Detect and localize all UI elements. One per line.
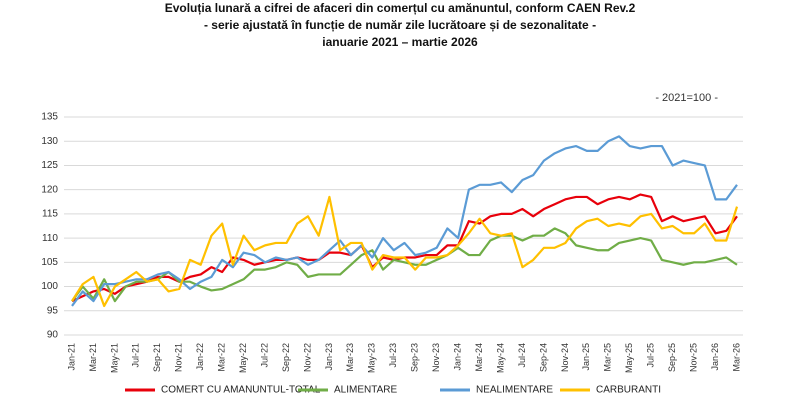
x-tick-label: Jan-24 [453, 343, 463, 371]
y-tick-label: 125 [41, 160, 58, 171]
x-tick-label: Mar-25 [603, 343, 613, 372]
x-tick-label: May-23 [367, 343, 377, 373]
y-tick-label: 120 [41, 184, 58, 195]
y-tick-label: 95 [47, 305, 59, 316]
x-tick-label: Mar-26 [731, 343, 741, 372]
x-tick-label: Sep-25 [667, 343, 677, 372]
x-tick-label: Jul-21 [131, 343, 141, 368]
x-tick-label: Jan-21 [66, 343, 76, 371]
x-tick-label: Mar-22 [217, 343, 227, 372]
x-tick-label: Jan-26 [710, 343, 720, 371]
y-tick-label: 100 [41, 281, 58, 292]
x-tick-label: Sep-21 [152, 343, 162, 372]
chart-title: ianuarie 2021 – martie 2026 [322, 35, 478, 49]
legend-label: COMERT CU AMANUNTUL-TOTAL [161, 385, 321, 396]
x-tick-label: May-22 [238, 343, 248, 373]
legend-label: ALIMENTARE [334, 385, 397, 396]
x-tick-label: May-25 [624, 343, 634, 373]
x-tick-label: Jan-23 [324, 343, 334, 371]
y-tick-label: 130 [41, 136, 58, 147]
x-tick-label: Jan-22 [195, 343, 205, 371]
series-line [71, 195, 739, 308]
x-tick-label: Nov-24 [560, 343, 570, 372]
y-tick-label: 115 [42, 209, 58, 220]
x-tick-label: May-21 [109, 343, 119, 373]
x-tick-label: Sep-23 [410, 343, 420, 372]
y-tick-label: 90 [47, 330, 59, 341]
series-line [71, 135, 738, 307]
legend-label: NEALIMENTARE [476, 385, 553, 396]
x-tick-label: Sep-24 [538, 343, 548, 372]
x-tick-label: Mar-24 [474, 343, 484, 372]
x-tick-label: Jul-24 [517, 343, 527, 368]
x-tick-label: Nov-25 [688, 343, 698, 372]
series-line [71, 193, 738, 303]
x-tick-label: Jan-25 [581, 343, 591, 371]
chart-title: - serie ajustată în funcție de număr zil… [204, 18, 596, 32]
x-tick-label: Sep-22 [281, 343, 291, 372]
x-tick-label: Nov-22 [302, 343, 312, 372]
y-tick-label: 105 [41, 257, 58, 268]
x-tick-label: Jul-25 [646, 343, 656, 368]
x-tick-label: Nov-21 [174, 343, 184, 372]
y-tick-label: 110 [42, 233, 58, 244]
x-tick-label: May-24 [495, 343, 505, 373]
chart-title: Evoluția lunară a cifrei de afaceri din … [165, 1, 636, 15]
annotation: - 2021=100 - [655, 92, 718, 104]
x-tick-label: Nov-23 [431, 343, 441, 372]
x-tick-label: Jul-22 [259, 343, 269, 368]
x-tick-label: Mar-21 [88, 343, 98, 372]
x-tick-label: Mar-23 [345, 343, 355, 372]
y-tick-label: 135 [41, 112, 58, 123]
x-tick-label: Jul-23 [388, 343, 398, 368]
legend-label: CARBURANTI [596, 385, 661, 396]
